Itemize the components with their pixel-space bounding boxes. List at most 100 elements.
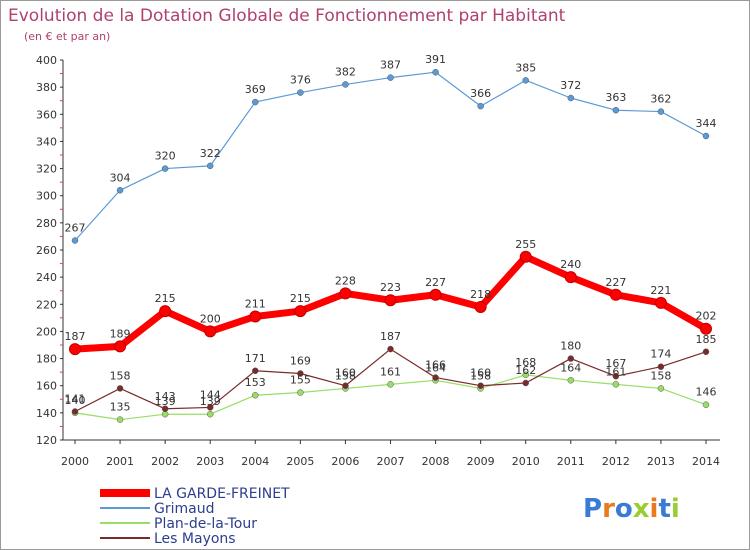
logo-letter: i: [650, 494, 659, 524]
y-tick-label: 280: [36, 217, 57, 230]
data-label-les-mayons: 158: [110, 369, 131, 382]
data-point-la-garde-freinet: [564, 271, 577, 284]
data-point-les-mayons: [206, 404, 214, 411]
legend-label-grimaud: Grimaud: [154, 501, 214, 517]
data-point-plan-de-la-tour: [522, 371, 529, 379]
y-tick-label: 200: [36, 325, 57, 338]
data-label-la-garde-freinet: 202: [696, 310, 717, 323]
data-point-les-mayons: [161, 405, 169, 413]
x-tick-label: 2010: [512, 455, 540, 468]
data-label-les-mayons: 174: [650, 348, 671, 361]
y-tick-label: 360: [36, 108, 57, 121]
data-point-les-mayons: [702, 348, 710, 356]
data-label-plan-de-la-tour: 158: [470, 369, 491, 382]
data-point-la-garde-freinet: [339, 287, 352, 300]
y-tick-label: 340: [36, 135, 57, 148]
data-label-grimaud: 344: [696, 117, 717, 130]
chart-title: Evolution de la Dotation Globale de Fonc…: [8, 6, 566, 26]
legend-label-la-garde-freinet: LA GARDE-FREINET: [154, 486, 290, 502]
logo-letter: r: [602, 494, 615, 524]
data-point-les-mayons: [432, 374, 439, 381]
data-label-plan-de-la-tour: 146: [696, 386, 717, 399]
data-label-la-garde-freinet: 221: [650, 284, 671, 297]
data-label-la-garde-freinet: 187: [65, 330, 86, 343]
y-tick-label: 180: [36, 353, 57, 366]
x-tick-label: 2002: [151, 455, 179, 468]
data-label-la-garde-freinet: 218: [470, 288, 491, 301]
logo-letter: x: [633, 494, 650, 524]
data-point-plan-de-la-tour: [702, 401, 710, 408]
data-point-les-mayons: [522, 379, 529, 387]
logo-letter: o: [615, 494, 633, 524]
data-label-les-mayons: 185: [696, 333, 717, 346]
x-tick-label: 2004: [241, 455, 269, 468]
data-point-plan-de-la-tour: [612, 381, 620, 388]
y-tick-label: 240: [36, 271, 57, 284]
data-point-la-garde-freinet: [384, 294, 397, 307]
data-point-les-mayons: [252, 367, 259, 375]
data-point-la-garde-freinet: [114, 340, 127, 353]
legend-label-les-mayons: Les Mayons: [154, 531, 236, 547]
y-tick-label: 300: [36, 190, 57, 203]
data-point-grimaud: [116, 187, 124, 194]
legend-label-plan-de-la-tour: Plan-de-la-Tour: [154, 516, 257, 532]
data-point-plan-de-la-tour: [161, 410, 169, 418]
plot-area: 267 304 320 322 369 376 382 387 391 366 385 372 363 3…: [65, 53, 717, 423]
y-tick-label: 400: [36, 54, 57, 67]
data-label-les-mayons: 143: [155, 390, 176, 403]
data-label-la-garde-freinet: 228: [335, 274, 356, 287]
y-tick-label: 320: [36, 163, 57, 176]
y-tick-label: 220: [36, 298, 57, 311]
data-label-les-mayons: 144: [200, 388, 221, 401]
x-tick-label: 2000: [61, 455, 89, 468]
data-point-la-garde-freinet: [249, 310, 262, 323]
data-point-les-mayons: [612, 372, 620, 380]
data-label-plan-de-la-tour: 155: [290, 374, 311, 387]
data-label-grimaud: 363: [605, 91, 626, 104]
data-point-grimaud: [657, 108, 665, 115]
data-label-plan-de-la-tour: 153: [245, 376, 266, 389]
x-tick-label: 2009: [467, 455, 495, 468]
data-label-plan-de-la-tour: 164: [425, 361, 446, 374]
data-label-plan-de-la-tour: 135: [110, 401, 131, 414]
data-label-la-garde-freinet: 215: [290, 292, 311, 305]
data-point-les-mayons: [342, 382, 349, 389]
x-tick-label: 2011: [557, 455, 585, 468]
data-point-la-garde-freinet: [69, 343, 81, 356]
data-point-grimaud: [161, 165, 169, 172]
data-label-les-mayons: 171: [245, 352, 266, 365]
data-label-les-mayons: 187: [380, 330, 401, 343]
data-point-les-mayons: [71, 408, 79, 415]
proxiti-logo: Proxiti: [583, 494, 680, 524]
data-point-grimaud: [612, 106, 620, 114]
data-label-grimaud: 369: [245, 83, 266, 96]
data-point-grimaud: [387, 74, 394, 81]
data-label-plan-de-la-tour: 161: [605, 365, 626, 378]
data-point-plan-de-la-tour: [252, 391, 259, 399]
data-point-grimaud: [297, 89, 304, 96]
data-label-plan-de-la-tour: 158: [335, 369, 356, 382]
data-point-les-mayons: [477, 382, 484, 389]
data-point-les-mayons: [387, 345, 394, 353]
legend: LA GARDE-FREINET Grimaud Plan-de-la-Tour…: [100, 486, 290, 547]
data-point-la-garde-freinet: [654, 296, 667, 309]
data-label-la-garde-freinet: 240: [560, 258, 581, 271]
x-tick-label: 2008: [422, 455, 450, 468]
logo-letter: P: [583, 494, 602, 524]
data-label-la-garde-freinet: 200: [200, 312, 221, 325]
data-point-plan-de-la-tour: [657, 385, 665, 392]
data-label-grimaud: 267: [65, 222, 86, 235]
data-label-les-mayons: 167: [605, 357, 626, 370]
logo-text: Proxiti: [583, 494, 680, 524]
y-tick-label: 140: [36, 407, 57, 420]
data-label-plan-de-la-tour: 161: [380, 365, 401, 378]
data-point-plan-de-la-tour: [206, 410, 214, 418]
data-label-les-mayons: 180: [560, 340, 581, 353]
data-point-grimaud: [206, 162, 214, 170]
data-point-les-mayons: [567, 355, 575, 362]
x-tick-label: 2014: [692, 455, 720, 468]
data-label-les-mayons: 169: [290, 355, 311, 368]
data-label-grimaud: 322: [200, 147, 221, 160]
data-label-plan-de-la-tour: 139: [155, 395, 176, 408]
data-label-grimaud: 376: [290, 74, 311, 87]
